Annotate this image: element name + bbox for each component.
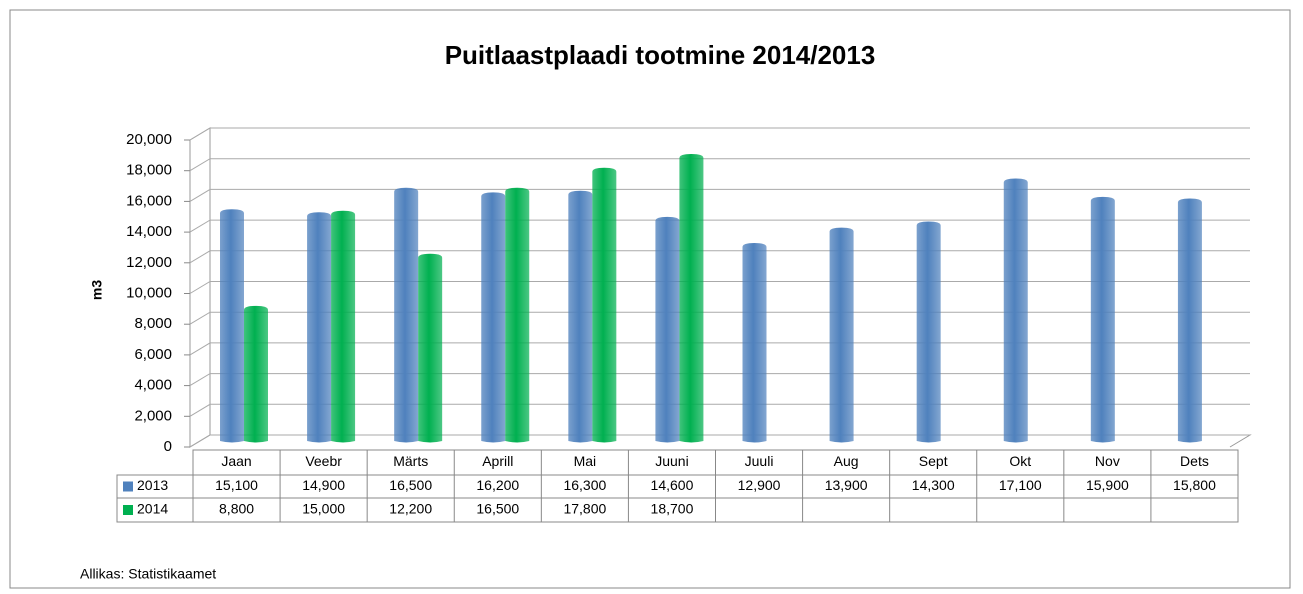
y-tick-label: 16,000 xyxy=(126,192,172,209)
legend-key xyxy=(123,505,133,515)
grid-line xyxy=(189,127,1250,141)
table-value: 15,900 xyxy=(1086,477,1129,493)
bar xyxy=(679,153,704,443)
y-tick-label: 6,000 xyxy=(134,346,172,363)
x-tick-label: Juuni xyxy=(655,453,688,469)
table-value: 15,800 xyxy=(1173,477,1216,493)
bar xyxy=(829,227,854,443)
grid-line xyxy=(189,158,1250,172)
table-value: 12,200 xyxy=(389,501,432,517)
grid-line xyxy=(189,281,1250,294)
x-tick-label: Juuli xyxy=(745,453,774,469)
y-tick-label: 20,000 xyxy=(126,131,172,148)
table-value: 16,300 xyxy=(563,477,606,493)
table-value: 18,700 xyxy=(651,501,694,517)
x-tick-label: Mai xyxy=(574,453,597,469)
x-tick-label: Dets xyxy=(1180,453,1209,469)
grid-line xyxy=(189,311,1250,325)
y-axis-label: m3 xyxy=(89,280,105,300)
y-tick-label: 8,000 xyxy=(134,315,172,332)
grid-line xyxy=(189,219,1250,233)
bar xyxy=(592,167,617,443)
table-value: 15,000 xyxy=(302,501,345,517)
x-tick-label: Veebr xyxy=(305,453,342,469)
grid-line xyxy=(189,188,1250,202)
table-value: 17,100 xyxy=(999,477,1042,493)
table-value: 16,200 xyxy=(476,477,519,493)
legend-label: 2014 xyxy=(137,501,168,517)
x-tick-label: Jaan xyxy=(221,453,251,469)
bar xyxy=(307,212,332,443)
grid-line xyxy=(189,403,1250,417)
table-value: 12,900 xyxy=(738,477,781,493)
grid-line xyxy=(189,373,1250,387)
bar xyxy=(1090,196,1115,443)
bar xyxy=(916,221,941,443)
bar xyxy=(331,210,356,443)
y-tick-label: 4,000 xyxy=(134,377,172,394)
x-tick-label: Nov xyxy=(1095,453,1120,469)
y-tick-label: 12,000 xyxy=(126,254,172,271)
bar xyxy=(505,187,530,443)
table-value: 16,500 xyxy=(476,501,519,517)
table-value: 14,600 xyxy=(651,477,694,493)
table-value: 17,800 xyxy=(563,501,606,517)
x-tick-label: Okt xyxy=(1009,453,1031,469)
bar xyxy=(1177,198,1202,443)
grid-line xyxy=(189,342,1250,356)
table-value: 15,100 xyxy=(215,477,258,493)
x-tick-label: Aug xyxy=(834,453,859,469)
table-value: 14,900 xyxy=(302,477,345,493)
bar xyxy=(394,187,419,443)
table-value: 14,300 xyxy=(912,477,955,493)
table-value: 8,800 xyxy=(219,501,254,517)
bar xyxy=(220,209,244,443)
table-value: 13,900 xyxy=(825,477,868,493)
bar xyxy=(1003,178,1028,443)
source: Allikas: Statistikaamet xyxy=(80,566,216,582)
y-tick-label: 2,000 xyxy=(134,407,172,424)
legend-key xyxy=(123,481,133,492)
y-tick-label: 14,000 xyxy=(126,223,172,240)
y-tick-label: 0 xyxy=(164,438,172,455)
bar xyxy=(244,305,268,443)
y-tick-label: 10,000 xyxy=(126,284,172,301)
legend-label: 2013 xyxy=(137,477,168,493)
grid-line xyxy=(189,250,1250,264)
bar xyxy=(418,253,443,443)
x-tick-label: Märts xyxy=(393,453,428,469)
bar xyxy=(742,242,767,443)
grid-line xyxy=(189,434,1250,448)
chart-title: Puitlaastplaadi tootmine 2014/2013 xyxy=(445,40,876,70)
y-tick-label: 18,000 xyxy=(126,162,172,179)
table-value: 16,500 xyxy=(389,477,432,493)
bar xyxy=(568,190,593,443)
bar xyxy=(655,216,680,443)
x-tick-label: Aprill xyxy=(482,453,513,469)
bar xyxy=(481,192,506,443)
x-tick-label: Sept xyxy=(919,453,948,469)
